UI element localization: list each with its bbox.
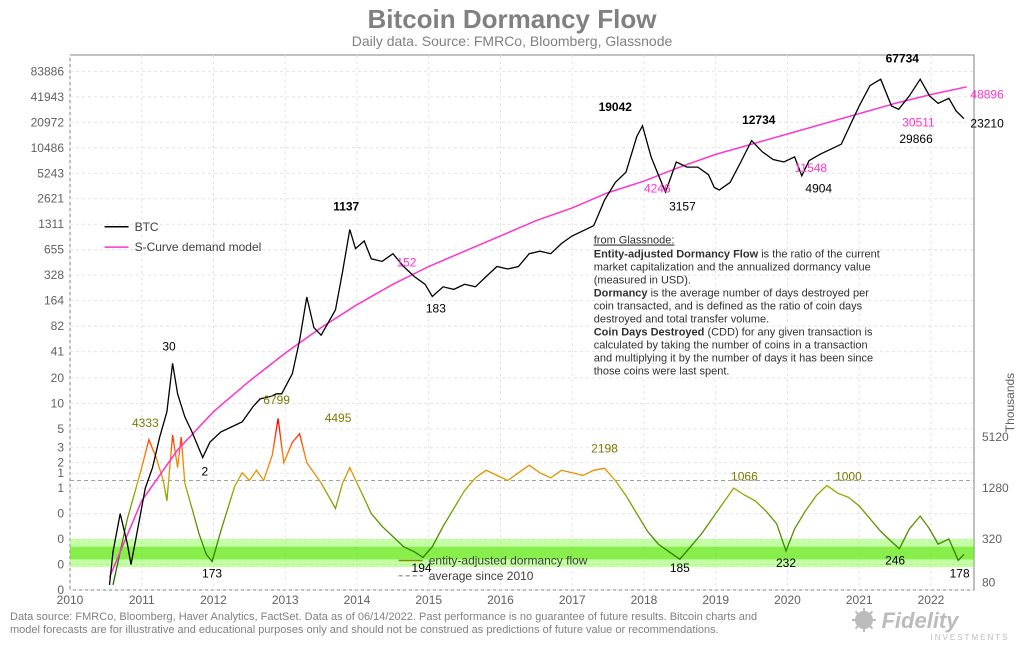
annotation: 4246: [644, 182, 671, 196]
legend-label: BTC: [135, 220, 159, 234]
x-tick: 2012: [200, 593, 227, 607]
annotation: 2: [202, 464, 209, 478]
glassnode-line: market capitalization and the annualized…: [594, 262, 871, 274]
fidelity-logo-sub: INVESTMENTS: [931, 633, 1010, 642]
y-tick-left: 5243: [37, 166, 64, 180]
y-tick-left: 20: [51, 371, 65, 385]
y-tick-left: 164: [44, 294, 64, 308]
y-tick-left: 1311: [38, 217, 64, 231]
annotation: 4495: [325, 411, 352, 425]
footer-line: model forecasts are for illustrative and…: [10, 624, 719, 636]
glassnode-line: Coin Days Destroyed (CDD) for any given …: [594, 327, 873, 339]
y-tick-left: 5: [57, 422, 64, 436]
y-tick-left: 2621: [37, 192, 64, 206]
y-tick-left: 83886: [31, 64, 65, 78]
legend-label: S-Curve demand model: [135, 240, 262, 254]
annotation: 3157: [669, 199, 696, 213]
annotation: 194: [412, 561, 432, 575]
x-tick: 2018: [631, 593, 658, 607]
chart-svg: 2010201120122013201420152016201720182019…: [0, 0, 1024, 647]
x-tick: 2020: [774, 593, 801, 607]
y-tick-left: 10486: [31, 141, 65, 155]
y-right-label: Thousands: [1003, 373, 1017, 432]
y-tick-right: 320: [982, 532, 1002, 546]
annotation: 4333: [132, 416, 159, 430]
annotation: 6799: [263, 393, 290, 407]
y-tick-left: 41: [51, 345, 65, 359]
y-tick-left: 655: [44, 243, 64, 257]
fidelity-logo: Fidelity: [881, 608, 960, 633]
glassnode-line: Dormancy is the average number of days d…: [594, 288, 869, 300]
annotation: 4904: [805, 182, 832, 196]
x-tick: 2019: [702, 593, 729, 607]
chart-title: Bitcoin Dormancy Flow: [368, 4, 658, 34]
y-tick-left: 0: [57, 532, 64, 546]
y-tick-left: 41943: [31, 90, 65, 104]
y-tick-right: 80: [982, 575, 996, 589]
glassnode-line: Entity-adjusted Dormancy Flow is the rat…: [594, 249, 880, 261]
y-tick-left: 1: [57, 481, 64, 495]
legend-label: average since 2010: [429, 569, 534, 583]
annotation: 1137: [333, 199, 359, 213]
glassnode-line: destroyed and total transfer volume.: [594, 314, 769, 326]
annotation: 232: [776, 556, 796, 570]
annotation: 1066: [731, 469, 758, 483]
annotation: 2198: [591, 441, 618, 455]
glassnode-line: calculated by taking the number of coins…: [594, 340, 868, 352]
annotation: 11548: [795, 161, 828, 175]
x-tick: 2021: [846, 593, 873, 607]
x-tick: 2014: [344, 593, 371, 607]
annotation: 29866: [899, 132, 933, 146]
y-tick-left: 328: [44, 268, 64, 282]
annotation: 173: [202, 566, 222, 580]
x-tick: 2011: [129, 593, 155, 607]
y-tick-left: 0: [57, 507, 64, 521]
annotation: 185: [670, 561, 690, 575]
glassnode-line: coin transacted, and is defined as the r…: [594, 301, 863, 313]
chart-subtitle: Daily data. Source: FMRCo, Bloomberg, Gl…: [352, 33, 673, 49]
annotation: 30511: [902, 115, 935, 129]
annotation: 12734: [742, 113, 776, 127]
annotation: 178: [950, 566, 970, 580]
annotation: 246: [885, 554, 905, 568]
annotation: 183: [426, 301, 446, 315]
y-tick-right: 1280: [982, 481, 1009, 495]
x-tick: 2022: [918, 593, 945, 607]
chart-container: { "layout":{ "width":1024,"height":647, …: [0, 0, 1024, 647]
glassnode-line: (measured in USD).: [594, 275, 691, 287]
glassnode-line: those coins were last spent.: [594, 366, 730, 378]
glassnode-line: and multiplying it by the number of days…: [594, 353, 873, 365]
y-tick-left: 82: [51, 319, 65, 333]
y-tick-left: 2: [57, 456, 64, 470]
annotation: 30: [162, 340, 176, 354]
y-tick-left: 0: [57, 583, 64, 597]
annotation: 67734: [886, 52, 920, 66]
y-tick-left: 0: [57, 558, 64, 572]
x-tick: 2017: [559, 593, 586, 607]
x-tick: 2015: [415, 593, 442, 607]
glassnode-head: from Glassnode:: [594, 235, 675, 247]
annotation: 48896: [970, 87, 1004, 101]
y-tick-left: 10: [51, 396, 65, 410]
y-tick-left: 3: [57, 441, 64, 455]
footer-line: Data source: FMRCo, Bloomberg, Haver Ana…: [10, 611, 757, 623]
annotation: 1000: [835, 469, 862, 483]
legend-label: entity-adjusted dormancy flow: [429, 554, 588, 568]
x-tick: 2016: [487, 593, 514, 607]
annotation: 23210: [970, 117, 1004, 131]
annotation: 19042: [599, 100, 633, 114]
x-tick: 2013: [272, 593, 299, 607]
annotation: 152: [396, 255, 416, 269]
y-tick-left: 20972: [31, 115, 65, 129]
